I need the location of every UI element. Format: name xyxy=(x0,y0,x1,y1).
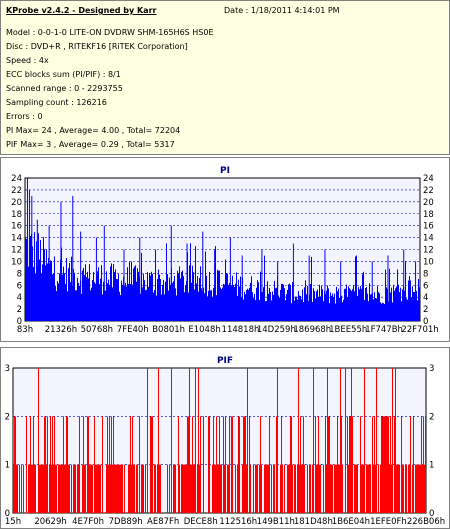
pif-chart: PIF 0 1 2 3 0 1 2 3 15h 20629h 4E7F0h 7DB89h AE87F… xyxy=(0,347,450,529)
pif-y-tick-label: 1 xyxy=(429,461,434,471)
pif-y-tick-label: 3 xyxy=(5,364,10,374)
pi-bars xyxy=(25,178,420,321)
pi-y-tick-label: 14 xyxy=(423,234,434,244)
pif-y-ticks-left: 0 1 2 3 xyxy=(5,364,10,519)
pi-y-tick-label: 10 xyxy=(11,257,22,267)
pi-x-tick-label: 186968h xyxy=(293,325,331,335)
pif-x-tick-label: 1EFE0Fh xyxy=(370,517,407,527)
pif-y-tick-label: 0 xyxy=(5,509,10,519)
pi-x-tick-label: 83h xyxy=(17,325,33,335)
pi-stats: PI Max= 24 , Average= 4.00 , Total= 7220… xyxy=(6,126,181,135)
pif-y-tick-label: 1 xyxy=(5,461,10,471)
speed-info: Speed : 4x xyxy=(6,56,49,65)
pi-x-tick-label: 50768h xyxy=(81,325,113,335)
pi-x-tick-label: 21326h xyxy=(45,325,77,335)
ecc-info: ECC blocks sum (PI/PIF) : 8/1 xyxy=(6,70,121,79)
pi-x-tick-label: 1F747Bh xyxy=(365,325,403,335)
pi-y-tick-label: 12 xyxy=(11,246,22,256)
pi-y-tick-label: 0 xyxy=(423,317,428,327)
pi-y-tick-label: 24 xyxy=(423,174,434,184)
pi-y-tick-label: 12 xyxy=(423,246,434,256)
pif-grid xyxy=(13,416,426,465)
pi-y-tick-label: 16 xyxy=(11,222,22,232)
pi-y-tick-label: 4 xyxy=(17,293,22,303)
pif-x-tick-label: 112516h xyxy=(219,517,257,527)
pif-x-tick-label: 149B11h xyxy=(257,517,295,527)
pif-y-tick-label: 3 xyxy=(429,364,434,374)
pi-y-tick-label: 14 xyxy=(11,234,22,244)
pi-y-tick-label: 6 xyxy=(17,281,22,291)
pif-x-tick-label: 181D48h xyxy=(294,517,333,527)
pi-x-tick-label: 1BEE55h xyxy=(329,325,367,335)
pi-x-tick-label: 7FE40h xyxy=(117,325,149,335)
disc-info: Disc : DVD+R , RITEKF16 [RiTEK Corporati… xyxy=(6,42,188,51)
pi-y-tick-label: 8 xyxy=(423,269,428,279)
pif-x-tick-label: 15h xyxy=(5,517,21,527)
pi-x-ticks: 83h 21326h 50768h 7FE40h B0801h E1048h 114818h… xyxy=(17,325,439,335)
pi-x-tick-label: 22F701h xyxy=(401,325,438,335)
pi-y-tick-label: 20 xyxy=(11,198,22,208)
pif-x-tick-label: DECE8h xyxy=(184,517,218,527)
pif-stats: PIF Max= 3 , Average= 0.29 , Total= 5317 xyxy=(6,140,175,149)
pif-y-ticks-right: 0 1 2 3 xyxy=(429,364,434,519)
pi-y-tick-label: 22 xyxy=(423,186,434,196)
scan-date: Date : 1/18/2011 4:14:01 PM xyxy=(224,6,340,15)
pi-y-tick-label: 2 xyxy=(423,305,428,315)
pi-y-tick-label: 18 xyxy=(11,210,22,220)
pi-x-tick-label: B0801h xyxy=(152,325,185,335)
pi-y-tick-label: 18 xyxy=(423,210,434,220)
pi-y-tick-label: 10 xyxy=(423,257,434,267)
pi-y-tick-label: 6 xyxy=(423,281,428,291)
drive-model: Model : 0-0-1-0 LITE-ON DVDRW SHM-165H6S… xyxy=(6,28,214,37)
pi-x-tick-label: E1048h xyxy=(188,325,220,335)
pi-y-tick-label: 8 xyxy=(17,269,22,279)
errors-info: Errors : 0 xyxy=(6,112,43,121)
pi-x-tick-label: 14D259h xyxy=(257,325,296,335)
pi-y-tick-label: 2 xyxy=(17,305,22,315)
app-title: KProbe v2.4.2 - Designed by Karr xyxy=(6,6,157,15)
pi-y-tick-label: 20 xyxy=(423,198,434,208)
info-panel: KProbe v2.4.2 - Designed by Karr Date : … xyxy=(0,0,450,155)
pif-x-tick-label: 20629h xyxy=(34,517,66,527)
pif-x-tick-label: 7DB89h xyxy=(109,517,143,527)
pif-y-tick-label: 2 xyxy=(5,412,10,422)
pif-x-tick-label: 4E7F0h xyxy=(72,517,104,527)
pi-x-tick-label: 114818h xyxy=(222,325,260,335)
sampling-info: Sampling count : 126216 xyxy=(6,98,107,107)
charts-area: PI 0 2 4 6 8 10 12 14 16 18 20 22 24 0 2 4 6 8 10 12 14 16 18… xyxy=(0,157,450,529)
pif-chart-title: PIF xyxy=(217,356,233,366)
pi-y-tick-label: 22 xyxy=(11,186,22,196)
pi-chart-title: PI xyxy=(220,166,230,176)
pif-x-tick-label: AE87Fh xyxy=(147,517,179,527)
pif-x-ticks: 15h 20629h 4E7F0h 7DB89h AE87Fh DECE8h 112516h… xyxy=(5,517,445,527)
pif-bars xyxy=(13,368,426,513)
pif-y-tick-label: 2 xyxy=(429,412,434,422)
pif-x-tick-label: 1B6E04h xyxy=(332,517,370,527)
range-info: Scanned range : 0 - 2293755 xyxy=(6,84,123,93)
pi-y-tick-label: 0 xyxy=(17,317,22,327)
pi-y-tick-label: 24 xyxy=(11,174,22,184)
pif-y-tick-label: 0 xyxy=(429,509,434,519)
pi-y-tick-label: 4 xyxy=(423,293,428,303)
pif-x-tick-label: 226B06h xyxy=(407,517,445,527)
pi-y-tick-label: 16 xyxy=(423,222,434,232)
